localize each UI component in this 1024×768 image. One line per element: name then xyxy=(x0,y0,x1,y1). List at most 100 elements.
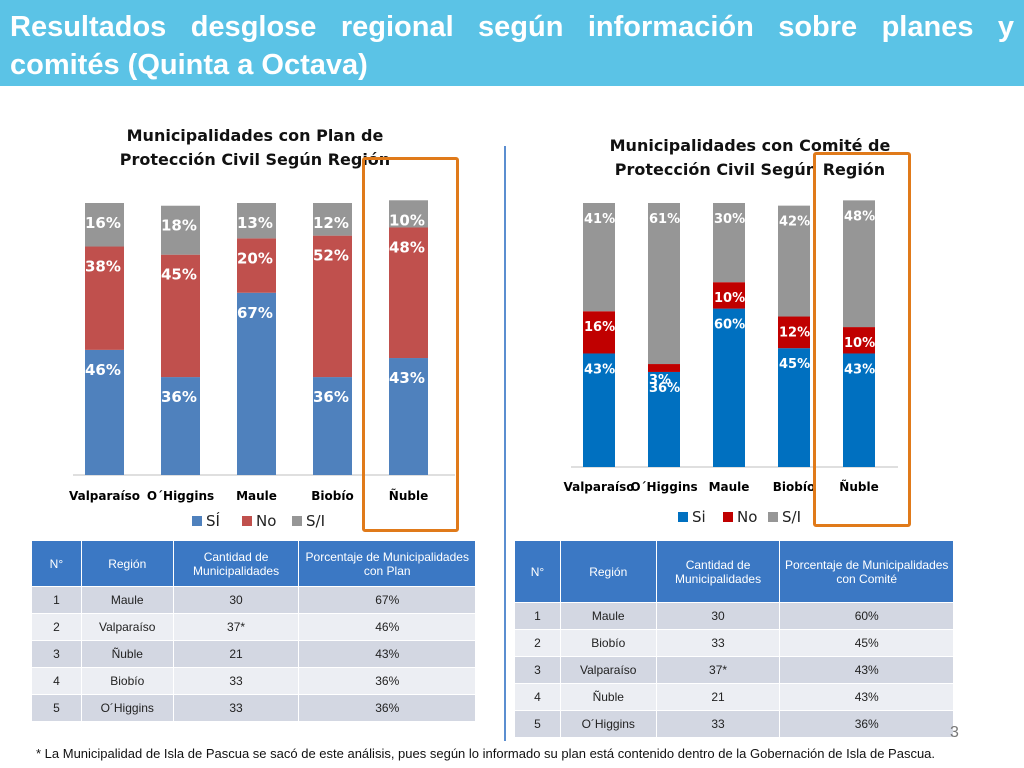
table-cell: 30 xyxy=(172,586,300,614)
table-cell: 4 xyxy=(31,667,82,695)
vertical-divider xyxy=(504,146,506,741)
table-cell: 33 xyxy=(655,710,781,738)
bar-segment xyxy=(648,203,680,365)
chart-plan: 46% 38% 16% Valparaíso 36% 45% 18% O´Higgins 67%… xyxy=(69,200,455,530)
bar-segment xyxy=(161,205,200,255)
legend-label: Si xyxy=(692,508,706,526)
chart-title-comite: Municipalidades con Comité de Protección… xyxy=(609,136,891,179)
data-label: 43% xyxy=(389,369,425,387)
data-label: 30% xyxy=(714,212,745,227)
chart-title-plan: Municipalidades con Plan de Protección C… xyxy=(119,126,391,169)
table-cell: 3 xyxy=(514,656,561,684)
bar-segment xyxy=(237,238,276,293)
table-cell: Biobío xyxy=(80,667,174,695)
legend-label: S/I xyxy=(306,512,325,530)
table-row: 1 Maule 30 67% xyxy=(31,586,476,614)
bar-segment xyxy=(85,246,124,350)
table-cell: 46% xyxy=(298,613,476,641)
bar-segment xyxy=(85,203,124,247)
col-header: Región xyxy=(559,540,657,603)
bar-segment xyxy=(161,254,200,378)
table-row: 4 Biobío 33 36% xyxy=(31,667,476,695)
table-cell: O´Higgins xyxy=(80,694,174,722)
table-cell: 33 xyxy=(172,667,300,695)
table-cell: 2 xyxy=(31,613,82,641)
data-label: 43% xyxy=(584,362,615,377)
table-cell: 30 xyxy=(655,602,781,630)
table-cell: Ñuble xyxy=(80,640,174,668)
col-header: Cantidad de Municipalidades xyxy=(172,540,300,587)
table-cell: Maule xyxy=(80,586,174,614)
data-label: 12% xyxy=(779,326,810,341)
table-row: 3 Ñuble 21 43% xyxy=(31,640,476,668)
data-label: 48% xyxy=(389,238,425,256)
category-label: Valparaíso xyxy=(69,489,140,503)
table-row: 4 Ñuble 21 43% xyxy=(514,683,954,711)
category-label: Biobío xyxy=(773,480,815,494)
table-row: 2 Biobío 33 45% xyxy=(514,629,954,657)
table-cell: 60% xyxy=(779,602,954,630)
data-label: 10% xyxy=(714,291,745,306)
data-label: 61% xyxy=(649,212,680,227)
bar-segment xyxy=(843,353,875,467)
bar-segment xyxy=(778,316,810,349)
table-cell: 21 xyxy=(172,640,300,668)
category-label: Maule xyxy=(709,480,750,494)
data-label: 20% xyxy=(237,249,273,267)
category-label: O´Higgins xyxy=(147,489,214,503)
table-cell: 36% xyxy=(298,667,476,695)
col-header: Porcentaje de Municipalidades con Comité xyxy=(779,540,954,603)
table-cell: 5 xyxy=(31,694,82,722)
table-cell: 67% xyxy=(298,586,476,614)
bar-segment xyxy=(778,348,810,467)
data-label: 36% xyxy=(649,381,680,396)
table-cell: 43% xyxy=(779,656,954,684)
table-cell: 37* xyxy=(172,613,300,641)
table-cell: 43% xyxy=(298,640,476,668)
bar-segment xyxy=(583,203,615,312)
bar-segment xyxy=(778,205,810,317)
data-label: 36% xyxy=(161,388,197,406)
data-label: 45% xyxy=(161,266,197,284)
bar-segment xyxy=(843,200,875,328)
bar-segment xyxy=(389,200,428,228)
legend-swatch xyxy=(192,516,202,526)
data-label: 67% xyxy=(237,304,273,322)
table-row: 5 O´Higgins 33 36% xyxy=(31,694,476,722)
bar-segment xyxy=(648,364,680,372)
category-label: Biobío xyxy=(311,489,353,503)
table-cell: Valparaíso xyxy=(80,613,174,641)
table-row: 3 Valparaíso 37* 43% xyxy=(514,656,954,684)
data-label: 10% xyxy=(844,336,875,351)
data-label: 10% xyxy=(389,211,425,229)
category-label: Ñuble xyxy=(839,479,878,494)
legend-swatch xyxy=(242,516,252,526)
bar-segment xyxy=(313,203,352,236)
legend-label: SÍ xyxy=(206,511,220,530)
data-label: 16% xyxy=(85,214,121,232)
table-cell: 36% xyxy=(779,710,954,738)
data-label: 43% xyxy=(844,362,875,377)
data-label: 16% xyxy=(584,320,615,335)
col-header: N° xyxy=(514,540,561,603)
bar-segment xyxy=(713,203,745,283)
table-row: 1 Maule 30 60% xyxy=(514,602,954,630)
data-label: 46% xyxy=(85,361,121,379)
bar-segment xyxy=(648,371,680,467)
bar-segment xyxy=(713,308,745,467)
data-label: 52% xyxy=(313,247,349,265)
table-cell: O´Higgins xyxy=(559,710,657,738)
table-comite: N° Región Cantidad de Municipalidades Po… xyxy=(514,540,954,738)
bar-segment xyxy=(583,311,615,354)
legend-label: No xyxy=(737,508,757,526)
col-header: N° xyxy=(31,540,82,587)
category-label: Maule xyxy=(236,489,277,503)
bar-segment xyxy=(843,327,875,354)
data-label: 38% xyxy=(85,258,121,276)
table-cell: 33 xyxy=(172,694,300,722)
legend-label: S/I xyxy=(782,508,801,526)
data-label: 36% xyxy=(313,388,349,406)
category-label: O´Higgins xyxy=(630,480,697,494)
data-label: 42% xyxy=(779,215,810,230)
table-cell: 45% xyxy=(779,629,954,657)
